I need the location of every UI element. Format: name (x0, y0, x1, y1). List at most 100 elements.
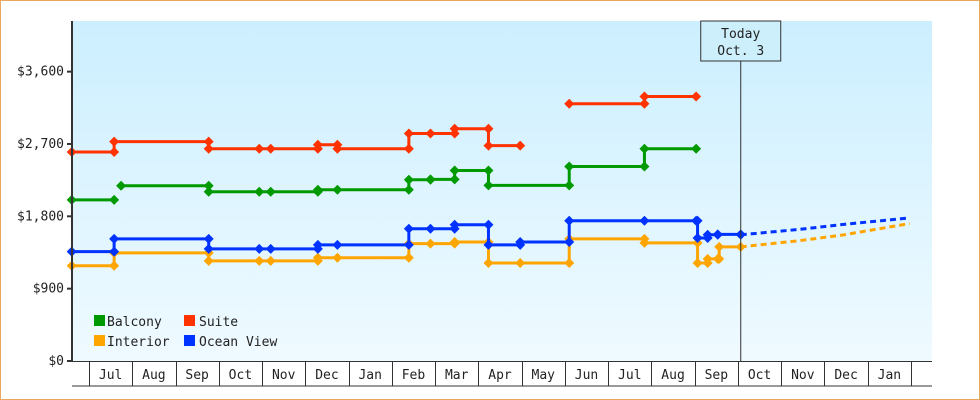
data-point-interior (714, 241, 725, 252)
y-tick-label: $900 (33, 282, 64, 297)
data-point-balcony (403, 184, 414, 195)
y-tick-label: $1,800 (17, 209, 64, 224)
data-point-ocean-view (483, 239, 494, 250)
data-point-ocean-view (109, 233, 120, 244)
data-point-interior (109, 260, 120, 271)
x-tick-label: Feb (402, 368, 426, 383)
data-point-suite (265, 143, 276, 154)
data-point-interior (515, 257, 526, 268)
data-point-ocean-view (203, 243, 214, 254)
data-point-ocean-view (265, 243, 276, 254)
x-tick-label: Aug (142, 368, 165, 383)
legend-label-ocean-view: Ocean View (199, 335, 277, 350)
y-tick-label: $3,600 (17, 65, 64, 80)
data-point-suite (109, 147, 120, 158)
forecast-line-interior (740, 222, 910, 249)
legend-swatch-interior (94, 335, 105, 346)
data-point-interior (332, 252, 343, 263)
data-point-balcony (203, 180, 214, 191)
data-point-suite (639, 91, 650, 102)
x-tick-label: Nov (791, 368, 815, 383)
legend-swatch-balcony (94, 315, 105, 326)
data-point-suite (203, 136, 214, 147)
legend: Balcony Suite Interior Ocean View (94, 315, 277, 350)
data-point-balcony (639, 143, 650, 154)
data-point-ocean-view (203, 233, 214, 244)
data-point-suite (639, 98, 650, 109)
x-tick-label: Jun (575, 368, 598, 383)
data-point-ocean-view (425, 223, 436, 234)
data-point-interior (403, 252, 414, 263)
data-point-balcony (403, 174, 414, 185)
legend-label-suite: Suite (199, 315, 238, 330)
x-tick-label: Aug (661, 368, 684, 383)
data-point-balcony (691, 143, 702, 154)
data-point-ocean-view (449, 219, 460, 230)
today-date: Oct. 3 (717, 44, 764, 59)
today-marker: Today Oct. 3 (700, 20, 782, 361)
data-point-ocean-view (692, 215, 703, 226)
data-point-balcony (312, 184, 323, 195)
x-tick-label: May (532, 368, 556, 383)
data-point-interior (639, 237, 650, 248)
today-label: Today (721, 27, 760, 42)
legend-swatch-suite (184, 315, 195, 326)
data-point-ocean-view (515, 237, 526, 248)
data-point-suite (449, 123, 460, 134)
data-point-interior (203, 255, 214, 266)
data-point-interior (714, 253, 725, 264)
data-point-interior (254, 255, 265, 266)
series-ocean-view (66, 215, 910, 257)
x-tick-label: Jan (358, 368, 381, 383)
x-tick-label: Dec (834, 368, 857, 383)
series-suite (66, 91, 702, 158)
data-point-interior (692, 257, 703, 268)
data-point-suite (332, 143, 343, 154)
data-point-balcony (265, 186, 276, 197)
data-point-balcony (425, 174, 436, 185)
data-point-ocean-view (254, 243, 265, 254)
series-interior (66, 222, 910, 271)
data-point-ocean-view (109, 246, 120, 257)
data-point-suite (425, 128, 436, 139)
x-tick-label: Sep (185, 368, 209, 383)
plot-area (72, 21, 932, 361)
data-point-balcony (483, 165, 494, 176)
data-point-ocean-view (312, 239, 323, 250)
data-point-suite (403, 143, 414, 154)
data-point-ocean-view (639, 215, 650, 226)
data-point-ocean-view (702, 229, 713, 240)
x-tick-label: Apr (488, 368, 512, 383)
data-point-balcony (483, 180, 494, 191)
x-tick-label: Nov (272, 368, 296, 383)
data-point-suite (403, 128, 414, 139)
data-point-balcony (203, 186, 214, 197)
data-point-balcony (109, 194, 120, 205)
data-point-suite (691, 91, 702, 102)
data-point-suite (483, 123, 494, 134)
x-tick-label: Oct (229, 368, 252, 383)
data-point-balcony (116, 180, 127, 191)
x-tick-label: Jul (99, 368, 122, 383)
data-point-ocean-view (712, 229, 723, 240)
data-point-ocean-view (564, 215, 575, 226)
data-point-ocean-view (403, 223, 414, 234)
data-point-ocean-view (483, 219, 494, 230)
data-point-suite (109, 136, 120, 147)
data-point-ocean-view (332, 239, 343, 250)
data-point-interior (483, 257, 494, 268)
forecast-line-ocean-view (740, 216, 910, 237)
data-point-balcony (449, 174, 460, 185)
y-tick-label: $2,700 (17, 137, 64, 152)
data-point-balcony (449, 165, 460, 176)
data-point-suite (483, 140, 494, 151)
data-point-interior (702, 253, 713, 264)
legend-label-interior: Interior (107, 335, 170, 350)
x-tick-label: Dec (315, 368, 338, 383)
data-point-balcony (564, 161, 575, 172)
x-tick-label: Oct (748, 368, 771, 383)
data-point-balcony (254, 186, 265, 197)
series-balcony (66, 143, 702, 205)
